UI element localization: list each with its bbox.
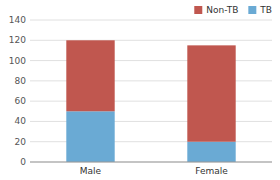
bar xyxy=(187,45,235,141)
x-tick-label: Female xyxy=(195,166,228,176)
legend-label: Non-TB xyxy=(206,5,238,15)
chart-container: 0 20 40 60 80 100 120 140 Male Female TB Non-TB xyxy=(0,0,280,180)
legend: TB Non-TB xyxy=(194,5,272,15)
bar xyxy=(66,40,114,111)
y-tick-label: 20 xyxy=(15,137,27,147)
bars xyxy=(66,40,235,162)
y-axis: 0 20 40 60 80 100 120 140 xyxy=(9,15,26,167)
y-tick-label: 60 xyxy=(15,96,27,106)
legend-swatch xyxy=(194,6,202,14)
chart-svg: 0 20 40 60 80 100 120 140 Male Female TB Non-TB xyxy=(0,0,280,180)
grid-line xyxy=(30,20,272,21)
y-tick-label: 140 xyxy=(9,15,26,25)
x-axis: Male Female xyxy=(30,162,272,176)
x-axis-line xyxy=(30,162,272,163)
y-tick-label: 40 xyxy=(15,116,27,126)
grid-line xyxy=(30,162,272,163)
legend-swatch xyxy=(248,6,256,14)
bar xyxy=(187,142,235,162)
x-tick-label: Male xyxy=(80,166,102,176)
y-tick-label: 0 xyxy=(20,157,26,167)
y-tick-label: 80 xyxy=(15,76,27,86)
legend-label: TB xyxy=(259,5,272,15)
bar xyxy=(66,111,114,162)
y-tick-label: 100 xyxy=(9,56,26,66)
grid xyxy=(30,20,272,162)
y-tick-label: 120 xyxy=(9,35,26,45)
